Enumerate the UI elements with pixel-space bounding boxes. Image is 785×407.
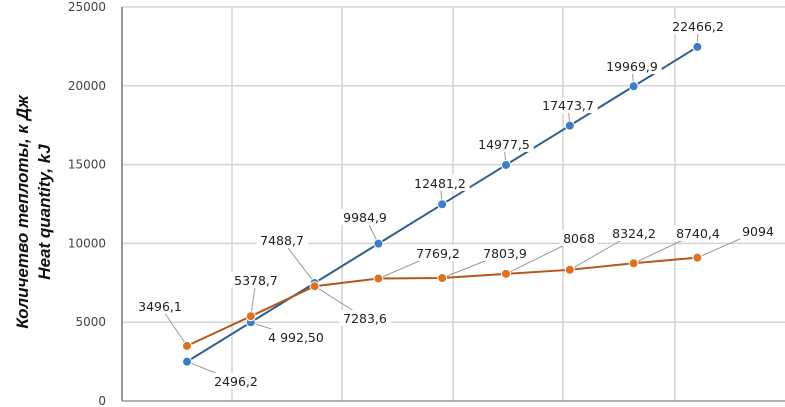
y-axis-label-ru: Количетво теплоты, к Дж <box>13 94 32 329</box>
y-tick-label: 15000 <box>68 158 106 172</box>
data-point <box>564 264 575 275</box>
data-point <box>564 120 575 131</box>
data-label: 7283,6 <box>343 311 387 326</box>
data-label: 12481,2 <box>414 176 466 191</box>
y-tick-label: 10000 <box>68 236 106 250</box>
series-group: 2496,2 4 992,50 7488,7 9984,9 12481,2 14977,5… <box>134 18 777 389</box>
y-tick-label: 5000 <box>75 315 106 329</box>
y-tick-label: 20000 <box>68 79 106 93</box>
data-label-bg <box>412 245 464 261</box>
series-2: 3496,1 5378,7 7283,6 7769,2 7803,9 8068 8324,2… <box>134 223 777 351</box>
data-point <box>437 199 448 210</box>
data-label: 19969,9 <box>606 59 658 74</box>
data-label: 7803,9 <box>483 246 527 261</box>
data-label-bg <box>262 329 330 345</box>
data-label: 8068 <box>563 231 595 246</box>
data-label: 14977,5 <box>478 137 530 152</box>
data-label-bg <box>739 223 777 239</box>
data-point <box>692 41 703 52</box>
data-point <box>692 252 703 263</box>
data-point <box>309 281 320 292</box>
data-label-bg <box>668 18 728 34</box>
data-point <box>628 258 639 269</box>
data-label-bg <box>134 298 186 314</box>
data-point <box>437 273 448 284</box>
data-point <box>245 311 256 322</box>
y-tick-label: 0 <box>98 394 106 407</box>
data-label-bg <box>339 310 391 326</box>
data-point <box>373 238 384 249</box>
data-label: 9094 <box>742 224 774 239</box>
data-label-bg <box>256 232 308 248</box>
y-tick-label: 25000 <box>68 0 106 14</box>
data-label: 5378,7 <box>234 273 278 288</box>
data-point <box>501 268 511 279</box>
data-point <box>373 273 384 284</box>
data-label-bg <box>538 97 598 113</box>
data-point <box>501 159 511 170</box>
data-label-bg <box>210 373 262 389</box>
y-axis-ticks: 0 5000 10000 15000 20000 25000 <box>68 0 106 407</box>
data-label: 8740,4 <box>676 226 720 241</box>
data-label-bg <box>479 245 531 261</box>
data-label-bg <box>474 136 534 152</box>
data-label-bg <box>339 209 391 225</box>
data-label: 7488,7 <box>260 233 304 248</box>
data-label-bg <box>230 272 282 288</box>
gridlines <box>121 6 785 402</box>
data-label: 17473,7 <box>542 98 594 113</box>
data-label: 2496,2 <box>214 374 258 389</box>
data-label-bg <box>410 175 470 191</box>
series-1: 2496,2 4 992,50 7488,7 9984,9 12481,2 14977,5… <box>182 18 728 389</box>
y-axis-label-en: Heat quantity, kJ <box>35 144 54 280</box>
data-label: 22466,2 <box>672 19 724 34</box>
data-point <box>628 81 639 92</box>
data-label: 8324,2 <box>612 226 656 241</box>
data-label: 9984,9 <box>343 210 387 225</box>
data-point <box>182 340 192 351</box>
data-point <box>182 356 192 367</box>
data-label: 3496,1 <box>138 299 182 314</box>
data-label: 7769,2 <box>416 246 460 261</box>
data-label-bg <box>560 230 598 246</box>
data-label-bg <box>608 225 660 241</box>
data-label: 4 992,50 <box>268 330 324 345</box>
data-label-bg <box>672 225 724 241</box>
data-label-bg <box>602 58 662 74</box>
